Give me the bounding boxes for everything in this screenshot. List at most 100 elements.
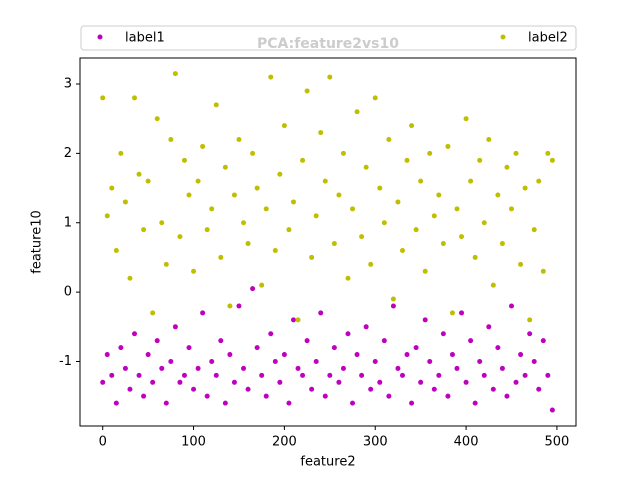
point — [499, 241, 505, 247]
point — [359, 234, 365, 240]
point — [409, 400, 415, 406]
point — [222, 400, 228, 406]
point — [431, 213, 437, 219]
point — [327, 372, 333, 378]
point — [277, 171, 283, 177]
point — [122, 199, 128, 205]
point — [309, 386, 315, 392]
point — [272, 247, 278, 253]
point — [231, 379, 237, 385]
point — [213, 372, 219, 378]
point — [236, 303, 242, 309]
point — [136, 372, 142, 378]
point — [486, 324, 492, 330]
point — [290, 317, 296, 323]
point — [545, 372, 551, 378]
point — [345, 331, 351, 337]
point — [309, 254, 315, 260]
point — [268, 74, 274, 80]
point — [191, 386, 197, 392]
point — [513, 379, 519, 385]
point — [145, 178, 151, 184]
point — [399, 247, 405, 253]
point — [286, 227, 292, 233]
point — [509, 303, 515, 309]
point — [322, 178, 328, 184]
point — [250, 150, 256, 156]
point — [340, 150, 346, 156]
point — [318, 130, 324, 136]
x-tick-label: 100 — [181, 435, 206, 450]
point — [545, 150, 551, 156]
x-axis-label: feature2 — [300, 455, 355, 470]
x-tick-label: 200 — [272, 435, 297, 450]
point — [495, 192, 501, 198]
point — [468, 338, 474, 344]
point — [236, 137, 242, 143]
point — [413, 345, 419, 351]
point — [109, 185, 115, 191]
point — [300, 372, 306, 378]
point — [549, 157, 555, 163]
point — [527, 331, 533, 337]
point — [122, 365, 128, 371]
point — [440, 331, 446, 337]
y-tick-label: 3 — [64, 77, 72, 92]
point — [136, 171, 142, 177]
point — [531, 358, 537, 364]
point — [331, 345, 337, 351]
y-tick-label: -1 — [59, 354, 72, 369]
point — [231, 192, 237, 198]
point — [313, 213, 319, 219]
point — [154, 116, 160, 122]
point — [222, 164, 228, 170]
point — [395, 365, 401, 371]
x-tick-label: 400 — [454, 435, 479, 450]
point — [295, 365, 301, 371]
point — [177, 379, 183, 385]
point — [504, 164, 510, 170]
point — [254, 345, 260, 351]
point — [186, 345, 192, 351]
point — [372, 358, 378, 364]
point — [395, 199, 401, 205]
point — [359, 372, 365, 378]
point — [118, 345, 124, 351]
point — [390, 296, 396, 302]
legend-label: label1 — [125, 31, 165, 46]
legend-label: label2 — [528, 31, 568, 46]
point — [163, 261, 169, 267]
point — [368, 261, 374, 267]
point — [200, 310, 206, 316]
point — [418, 178, 424, 184]
y-tick-label: 2 — [64, 146, 72, 161]
point — [381, 220, 387, 226]
point — [159, 220, 165, 226]
point — [418, 379, 424, 385]
x-tick-label: 300 — [363, 435, 388, 450]
point — [499, 365, 505, 371]
point — [181, 372, 187, 378]
point — [472, 254, 478, 260]
point — [459, 234, 465, 240]
point — [490, 282, 496, 288]
point — [104, 352, 110, 358]
point — [522, 372, 528, 378]
point — [186, 192, 192, 198]
point — [227, 352, 233, 358]
point — [145, 352, 151, 358]
point — [427, 358, 433, 364]
point — [163, 400, 169, 406]
point — [245, 241, 251, 247]
point — [449, 352, 455, 358]
point — [336, 379, 342, 385]
point — [518, 261, 524, 267]
point — [245, 386, 251, 392]
point — [177, 234, 183, 240]
point — [141, 227, 147, 233]
point — [377, 379, 383, 385]
point — [513, 150, 519, 156]
point — [109, 372, 115, 378]
point — [286, 400, 292, 406]
point — [118, 150, 124, 156]
